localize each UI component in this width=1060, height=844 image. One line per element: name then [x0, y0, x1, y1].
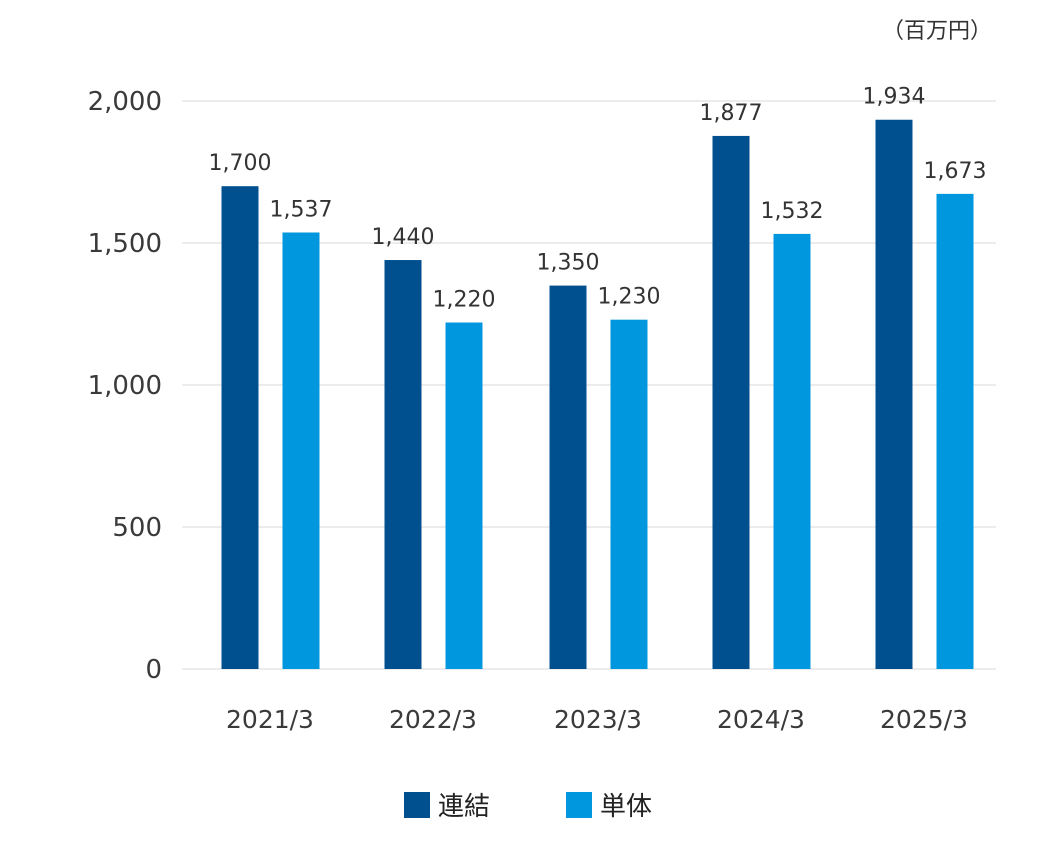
data-label: 1,350 — [537, 251, 600, 276]
bar — [384, 260, 422, 669]
bar — [549, 285, 587, 669]
bar — [221, 186, 259, 669]
y-tick-label: 1,000 — [88, 371, 162, 401]
data-label: 1,230 — [598, 285, 661, 310]
x-tick-label: 2023/3 — [554, 705, 642, 734]
y-axis-ticks: 0 500 1,000 1,500 2,000 — [88, 87, 162, 685]
bar — [875, 119, 913, 669]
y-tick-label: 0 — [145, 655, 162, 685]
bar — [445, 322, 483, 669]
data-label: 1,934 — [863, 85, 926, 110]
bar — [610, 319, 648, 669]
x-tick-label: 2025/3 — [880, 705, 968, 734]
data-label-layer: 1,700 1,440 1,350 1,877 1,934 1,537 1,220 1,230… — [209, 85, 987, 313]
data-label: 1,532 — [761, 199, 824, 224]
data-label: 1,700 — [209, 151, 272, 176]
bar — [936, 193, 974, 670]
legend-label: 単体 — [600, 792, 652, 822]
legend: 連結 単体 — [404, 792, 652, 822]
x-tick-label: 2021/3 — [226, 705, 314, 734]
bar — [712, 135, 750, 669]
x-axis-ticks: 2021/3 2022/3 2023/3 2024/3 2025/3 — [226, 705, 968, 734]
data-label: 1,877 — [700, 101, 763, 126]
data-label: 1,220 — [433, 288, 496, 313]
unit-label: （百万円） — [882, 19, 992, 44]
x-tick-label: 2024/3 — [717, 705, 805, 734]
legend-swatch — [566, 792, 592, 818]
bar-layer — [221, 119, 974, 670]
legend-label: 連結 — [438, 792, 490, 822]
data-label: 1,537 — [270, 197, 333, 222]
data-label: 1,440 — [372, 225, 435, 250]
y-tick-label: 1,500 — [88, 229, 162, 259]
legend-swatch — [404, 792, 430, 818]
x-tick-label: 2022/3 — [389, 705, 477, 734]
bar — [282, 232, 320, 669]
y-tick-label: 500 — [112, 513, 162, 543]
y-tick-label: 2,000 — [88, 87, 162, 117]
bar — [773, 233, 811, 670]
data-label: 1,673 — [924, 159, 987, 184]
